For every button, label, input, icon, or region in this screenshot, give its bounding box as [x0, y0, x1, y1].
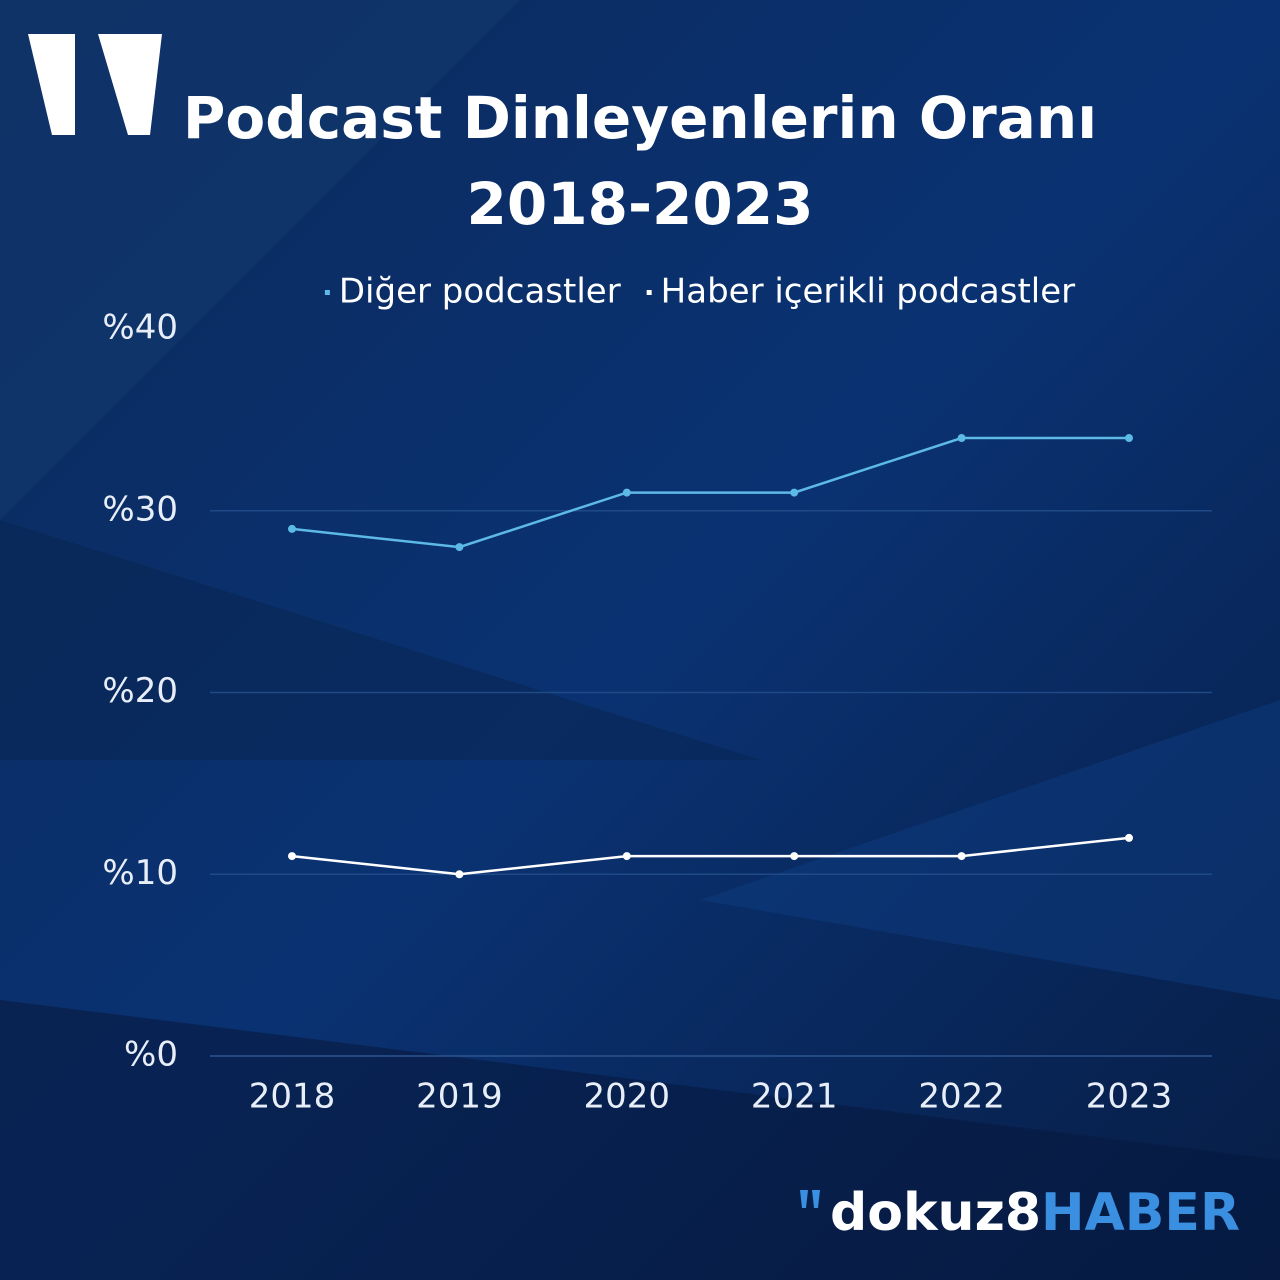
logo-quote — [28, 34, 75, 135]
data-point — [957, 434, 966, 443]
data-point — [288, 524, 296, 533]
brand-mark — [812, 1190, 820, 1208]
brand-name: dokuz8 — [830, 1183, 1041, 1243]
x-tick-label: 2023 — [1086, 1077, 1173, 1117]
chart-title: 2018-2023 — [467, 170, 814, 238]
brand-mark — [800, 1190, 808, 1208]
data-point — [455, 870, 464, 879]
legend: Diğer podcastler Haber içerikli podcastle… — [324, 272, 1075, 312]
data-point — [622, 852, 631, 861]
data-point — [288, 852, 296, 861]
data-point — [622, 488, 631, 497]
brand: dokuz8HABER — [830, 1183, 1240, 1243]
y-tick-label: %0 — [124, 1035, 178, 1075]
y-tick-label: %40 — [102, 308, 178, 348]
series-line — [291, 436, 1129, 549]
data-point — [1125, 833, 1133, 842]
y-tick-label: %30 — [102, 489, 178, 529]
legend-item: Diğer podcastler — [324, 272, 621, 312]
data-point — [1125, 434, 1133, 443]
legend-label: Haber içerikli podcastler — [661, 272, 1075, 312]
y-tick-label: %20 — [102, 671, 178, 711]
y-tick-label: %10 — [102, 853, 178, 893]
series-line — [291, 836, 1130, 876]
data-point — [790, 488, 799, 497]
x-tick-label: 2020 — [584, 1077, 671, 1117]
bg-shape — [0, 520, 760, 760]
data-point — [957, 852, 966, 861]
x-tick-label: 2021 — [751, 1077, 838, 1117]
legend-item: Haber içerikli podcastler — [646, 272, 1075, 312]
data-point — [455, 543, 464, 552]
brand-suffix: HABER — [1041, 1183, 1240, 1243]
x-tick-label: 2018 — [249, 1077, 336, 1117]
logo-quote — [98, 34, 162, 135]
x-tick-label: 2022 — [918, 1077, 1005, 1117]
data-point — [790, 852, 799, 861]
x-tick-label: 2019 — [416, 1077, 503, 1117]
legend-swatch — [646, 290, 652, 295]
bg-shape — [0, 1000, 1280, 1280]
legend-swatch — [324, 290, 330, 295]
chart-title: Podcast Dinleyenlerin Oranı — [183, 84, 1097, 152]
legend-label: Diğer podcastler — [339, 272, 621, 312]
bg-shape — [700, 700, 1280, 1000]
